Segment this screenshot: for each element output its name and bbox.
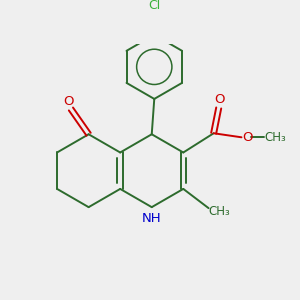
Text: CH₃: CH₃ xyxy=(209,205,231,218)
Text: CH₃: CH₃ xyxy=(265,131,286,144)
Text: Cl: Cl xyxy=(148,0,160,12)
Text: O: O xyxy=(242,131,252,144)
Text: NH: NH xyxy=(141,212,161,225)
Text: O: O xyxy=(63,95,74,108)
Text: O: O xyxy=(214,93,224,106)
